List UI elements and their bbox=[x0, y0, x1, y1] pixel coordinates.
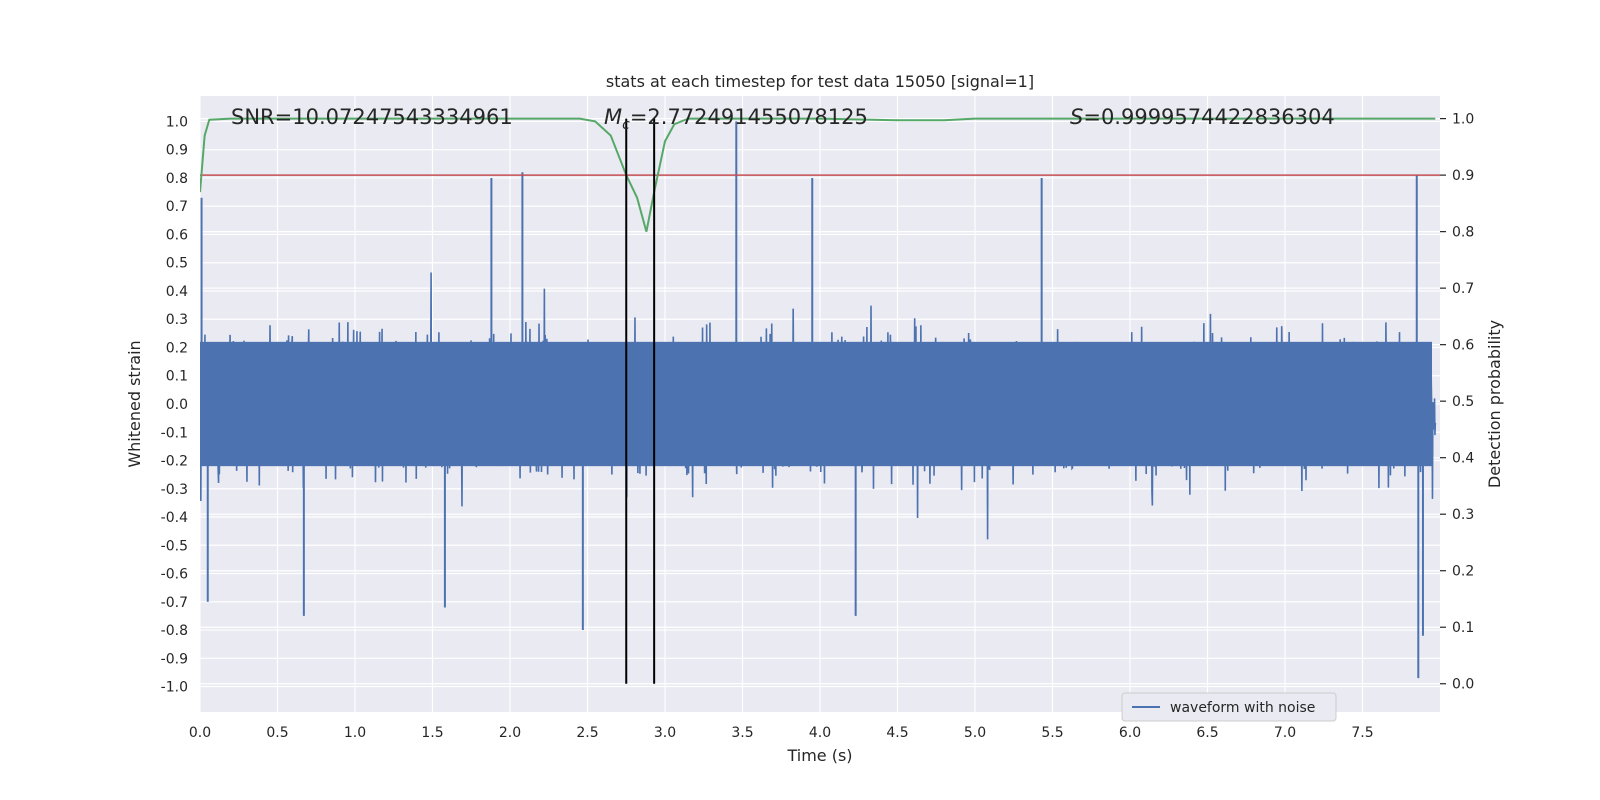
mc-value: =2.772491455078125 bbox=[630, 105, 868, 129]
y-tick-label: -0.9 bbox=[161, 651, 188, 667]
y2-tick-label: 1.0 bbox=[1452, 112, 1474, 128]
legend-box bbox=[1121, 692, 1337, 722]
y-tick-label: -0.3 bbox=[161, 482, 188, 498]
axes: 0.0 0.5 1.0 1.5 2.0 2.5 3.0 3.5 4.0 4.5 5.0 5.5 6.0 6… bbox=[161, 112, 1475, 741]
s-annotation: S=0.9999574422836304 bbox=[1070, 105, 1335, 129]
x-tick-label: 0.0 bbox=[189, 725, 211, 741]
y2-tick-label: 0.0 bbox=[1452, 677, 1474, 693]
y2-tick-label: 0.1 bbox=[1452, 620, 1474, 636]
legend-label: waveform with noise bbox=[1170, 700, 1315, 716]
waveform-band bbox=[200, 341, 1432, 467]
y-tick-label: -0.6 bbox=[161, 567, 188, 583]
x-tick-label: 3.0 bbox=[654, 725, 676, 741]
y2-tick-label: 0.4 bbox=[1452, 451, 1474, 467]
y-tick-label: -0.5 bbox=[161, 538, 188, 554]
x-tick-label: 4.5 bbox=[886, 725, 908, 741]
s-value: =0.9999574422836304 bbox=[1083, 105, 1334, 129]
x-tick-label: 4.0 bbox=[809, 725, 831, 741]
x-tick-label: 5.5 bbox=[1041, 725, 1063, 741]
y-tick-label: 0.9 bbox=[166, 143, 188, 159]
x-tick-label: 5.0 bbox=[964, 725, 986, 741]
mc-subscript: c bbox=[622, 117, 630, 133]
x-tick-label: 0.5 bbox=[266, 725, 288, 741]
x-tick-label: 7.5 bbox=[1351, 725, 1373, 741]
y-tick-label: 0.7 bbox=[166, 199, 188, 215]
mc-symbol: M bbox=[604, 105, 622, 129]
snr-annotation: SNR=10.07247543334961 bbox=[231, 105, 513, 129]
y2-axis-label: Detection probability bbox=[1485, 320, 1504, 488]
x-tick-label: 7.0 bbox=[1274, 725, 1296, 741]
y-tick-label: -0.7 bbox=[161, 595, 188, 611]
y2-tick-label: 0.8 bbox=[1452, 225, 1474, 241]
y-tick-label: -0.4 bbox=[161, 510, 188, 526]
x-tick-label: 2.5 bbox=[576, 725, 598, 741]
x-tick-label: 3.5 bbox=[731, 725, 753, 741]
y2-tick-label: 0.6 bbox=[1452, 338, 1474, 354]
y-tick-label: -1.0 bbox=[161, 680, 188, 696]
x-tick-label: 6.5 bbox=[1196, 725, 1218, 741]
mc-annotation: Mc=2.772491455078125 bbox=[604, 105, 868, 133]
y-tick-label: 0.0 bbox=[166, 397, 188, 413]
probability-line bbox=[200, 117, 1436, 232]
y-tick-label: 0.5 bbox=[166, 256, 188, 272]
y-tick-label: 0.2 bbox=[166, 340, 188, 356]
y-tick-label: 0.3 bbox=[166, 312, 188, 328]
y2-tick-label: 0.3 bbox=[1452, 507, 1474, 523]
x-tick-label: 1.0 bbox=[344, 725, 366, 741]
y-tick-label: 0.6 bbox=[166, 227, 188, 243]
y2-tick-label: 0.2 bbox=[1452, 564, 1474, 580]
y-tick-label: 0.8 bbox=[166, 171, 188, 187]
x-tick-label: 2.0 bbox=[499, 725, 521, 741]
series-layer bbox=[200, 117, 1440, 684]
x-tick-label: 6.0 bbox=[1119, 725, 1141, 741]
x-tick-label: 1.5 bbox=[421, 725, 443, 741]
y2-tick-label: 0.9 bbox=[1452, 168, 1474, 184]
y-tick-label: -0.2 bbox=[161, 454, 188, 470]
y2-tick-label: 0.7 bbox=[1452, 281, 1474, 297]
chart-title: stats at each timestep for test data 150… bbox=[606, 72, 1034, 91]
y2-tick-label: 0.5 bbox=[1452, 394, 1474, 410]
y-tick-label: 0.4 bbox=[166, 284, 188, 300]
x-axis-label: Time (s) bbox=[786, 746, 852, 765]
y-tick-label: -0.1 bbox=[161, 425, 188, 441]
y-tick-label: -0.8 bbox=[161, 623, 188, 639]
y-tick-label: 1.0 bbox=[166, 114, 188, 130]
s-symbol: S bbox=[1070, 105, 1083, 129]
legend: waveform with noise bbox=[1121, 692, 1337, 722]
y-tick-label: 0.1 bbox=[166, 369, 188, 385]
y-axis-label: Whitened strain bbox=[125, 340, 144, 467]
